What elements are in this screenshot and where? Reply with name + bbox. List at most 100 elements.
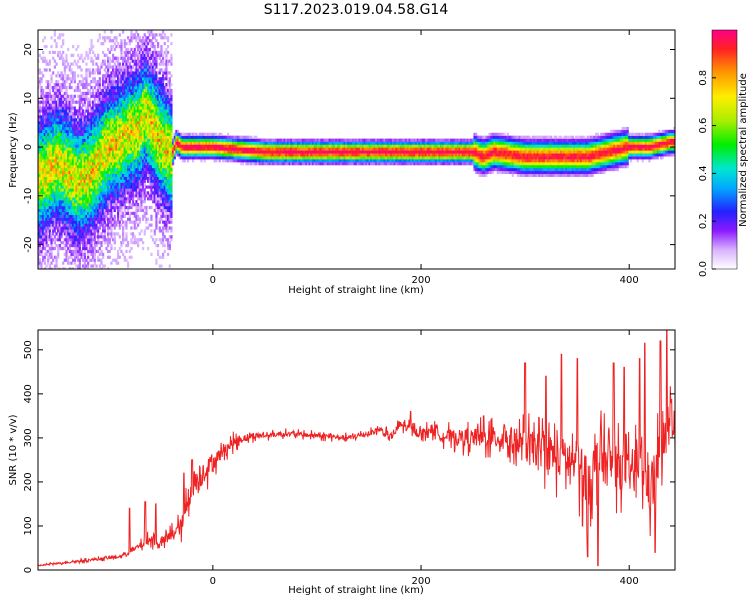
spectrogram-cell <box>128 115 131 119</box>
spectrogram-cell <box>162 147 165 151</box>
spectrogram-cell <box>128 156 131 160</box>
spectrogram-cell <box>42 232 45 236</box>
spectrogram-cell <box>140 68 143 72</box>
spectrogram-cell <box>67 167 70 172</box>
spectrogram-cell <box>62 229 65 233</box>
spectrogram-cell <box>123 170 126 175</box>
spectrogram-cell <box>120 83 123 87</box>
spectrogram-cell <box>123 159 126 163</box>
spectrogram-cell <box>117 164 120 169</box>
spectrogram-cell <box>42 74 45 78</box>
spectrogram-cell <box>103 115 106 119</box>
spectrogram-cell <box>162 109 165 113</box>
spectrogram-cell <box>83 97 86 101</box>
spectrogram-cell <box>162 167 165 172</box>
spectrogram-cell <box>160 200 163 204</box>
spectrogram-cell <box>122 100 125 104</box>
spectrogram-cell <box>148 65 151 69</box>
spectrogram-cell <box>108 156 111 160</box>
spectrogram-cell <box>122 153 125 157</box>
spectrogram-cell <box>125 80 128 84</box>
spectrogram-cell <box>95 264 98 268</box>
spectrogram-cell <box>122 156 125 160</box>
spectrogram-cell <box>92 194 95 198</box>
spectrogram-cell <box>47 170 50 175</box>
spectrogram-cell <box>103 124 106 128</box>
spectrogram-cell <box>65 182 68 186</box>
spectrogram-cell <box>145 85 148 90</box>
spectrogram-cell <box>110 115 113 119</box>
spectrogram-cell <box>70 159 73 163</box>
spectrogram-cell <box>72 188 75 192</box>
spectrogram-cell <box>72 217 75 221</box>
spectrogram-cell <box>88 205 91 210</box>
spectrogram-cell <box>90 211 93 215</box>
spectrogram-cell <box>155 71 158 75</box>
spectrogram-cell <box>128 217 131 221</box>
spectrogram-cell <box>95 226 98 230</box>
spectrogram-cell <box>125 164 128 169</box>
spectrogram-cell <box>85 71 88 75</box>
spectrogram-cell <box>73 252 76 256</box>
spectrogram-cell <box>162 85 165 90</box>
spectrogram-cell <box>135 68 138 72</box>
spectrogram-cell <box>175 132 178 136</box>
spectrogram-cell <box>90 71 93 75</box>
spectrogram-cell <box>152 77 155 81</box>
spectrogram-cell <box>60 141 63 145</box>
spectrogram-cell <box>145 170 148 175</box>
spectrogram-cell <box>60 109 63 113</box>
spectrogram-cell <box>148 129 151 134</box>
spectrogram-cell <box>38 121 40 125</box>
spectrogram-cell <box>80 138 83 142</box>
spectrogram-cell <box>62 162 65 166</box>
spectrogram-cell <box>42 203 45 207</box>
spectrogram-cell <box>85 135 88 139</box>
spectrogram-cell <box>125 47 128 52</box>
spectrogram-cell <box>102 121 105 125</box>
spectrogram-cell <box>45 68 48 72</box>
spectrogram-cell <box>160 229 163 233</box>
spectrogram-cell <box>166 185 170 189</box>
spectrogram-cell <box>45 200 48 204</box>
spectrogram-cell <box>50 126 53 131</box>
spectrogram-cell <box>130 203 133 207</box>
spectrogram-cell <box>75 47 78 52</box>
spectrogram-cell <box>77 173 80 177</box>
spectrogram-cell <box>115 179 118 183</box>
spectrogram-cell <box>127 126 130 131</box>
spectrogram-cell <box>85 238 88 242</box>
spectrogram-cell <box>92 214 95 218</box>
spectrogram-cell <box>143 71 146 75</box>
spectrogram-cell <box>105 238 108 242</box>
spectrogram-cell <box>38 167 41 172</box>
spectrogram-cell <box>168 167 171 172</box>
spectrogram-cell <box>112 220 115 224</box>
spectrogram-cell <box>128 182 131 186</box>
spectrogram-cell <box>123 138 126 142</box>
spectrogram-cell <box>115 147 118 151</box>
spectrogram-cell <box>40 138 43 142</box>
spectrogram-cell <box>103 109 106 113</box>
spectrogram-cell <box>88 188 91 192</box>
spectrogram-cell <box>50 179 53 183</box>
spectrogram-cell <box>150 33 153 37</box>
spectrogram-cell <box>171 150 175 154</box>
spectrogram-cell <box>158 144 161 148</box>
spectrogram-cell <box>100 132 103 136</box>
spectrogram-cell <box>68 238 71 242</box>
spectrogram-cell <box>102 252 105 256</box>
spectrogram-cell <box>83 121 86 125</box>
spectrogram-cell <box>140 112 143 116</box>
spectrogram-cell <box>78 223 81 227</box>
spectrogram-cell <box>50 124 53 128</box>
spectrogram-cell <box>152 80 155 84</box>
spectrogram-cell <box>132 232 135 236</box>
spectrogram-cell <box>127 115 130 119</box>
spectrogram-cell <box>132 156 135 160</box>
spectrogram-cell <box>72 208 75 213</box>
spectrogram-cell <box>65 85 68 90</box>
spectrogram-cell <box>166 182 170 186</box>
spectrogram-cell <box>158 205 161 210</box>
spectrogram-cell <box>166 50 170 55</box>
